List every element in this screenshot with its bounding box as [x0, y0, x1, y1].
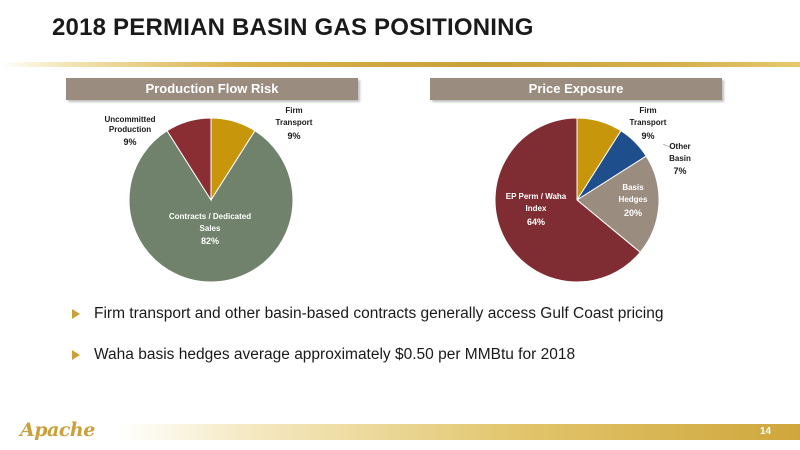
slide-title: 2018 PERMIAN BASIN GAS POSITIONING: [52, 14, 534, 41]
bullet-item: Waha basis hedges average approximately …: [72, 345, 772, 365]
right-ep-perm-label-line1: EP Perm / Waha: [506, 192, 567, 201]
right-basis-hedges-label-line1: Basis: [622, 183, 644, 192]
bullet-item: Firm transport and other basin-based con…: [72, 304, 772, 324]
left-firm-transport-label-line2: Transport: [276, 118, 313, 127]
left-firm-transport-value: 9%: [287, 131, 300, 141]
left-uncommitted-label-line2: Production: [109, 125, 151, 134]
left-uncommitted-value: 9%: [123, 137, 136, 147]
production-flow-risk-header: Production Flow Risk: [66, 78, 358, 100]
right-ep-perm-label-line2: Index: [526, 204, 547, 213]
price-exposure-header: Price Exposure: [430, 78, 722, 100]
left-contracts-label-line1: Contracts / Dedicated: [169, 212, 251, 221]
bullet-text: Waha basis hedges average approximately …: [94, 346, 576, 363]
right-firm-transport-label-line2: Transport: [630, 118, 667, 127]
right-basis-hedges-label-line2: Hedges: [619, 195, 648, 204]
right-basis-hedges-value: 20%: [624, 208, 642, 218]
left-contracts-label-line2: Sales: [200, 224, 221, 233]
flow-risk-slice-uncommitted-production: [166, 117, 212, 202]
bullet-arrow-icon: [72, 309, 80, 319]
price-exposure-slice-basis-hedges: [576, 155, 660, 253]
page-number: 14: [760, 426, 772, 437]
price-exposure-pie: [494, 117, 660, 283]
left-uncommitted-label-line1: Uncommitted: [104, 115, 155, 124]
footer-bar: [118, 424, 800, 440]
bullet-arrow-icon: [72, 350, 80, 360]
production-flow-risk-pie: [128, 117, 294, 283]
bullet-text: Firm transport and other basin-based con…: [94, 305, 664, 322]
left-firm-transport-label-line1: Firm: [285, 106, 302, 115]
bullet-list: Firm transport and other basin-based con…: [72, 304, 772, 386]
right-other-basin-leader-line: [662, 143, 673, 149]
left-contracts-value: 82%: [201, 236, 219, 246]
right-firm-transport-label-line1: Firm: [639, 106, 656, 115]
apache-logo: Apache: [20, 419, 95, 441]
right-other-basin-label-line2: Basin: [669, 154, 691, 163]
title-divider: [0, 62, 800, 67]
price-exposure-slice-ep-perm-waha-index: [494, 117, 641, 283]
flow-risk-slice-contracts-dedicated-sales: [128, 130, 294, 283]
right-other-basin-value: 7%: [673, 166, 686, 176]
right-ep-perm-value: 64%: [527, 217, 545, 227]
right-firm-transport-value: 9%: [641, 131, 654, 141]
right-other-basin-label-line1: Other: [669, 142, 690, 151]
